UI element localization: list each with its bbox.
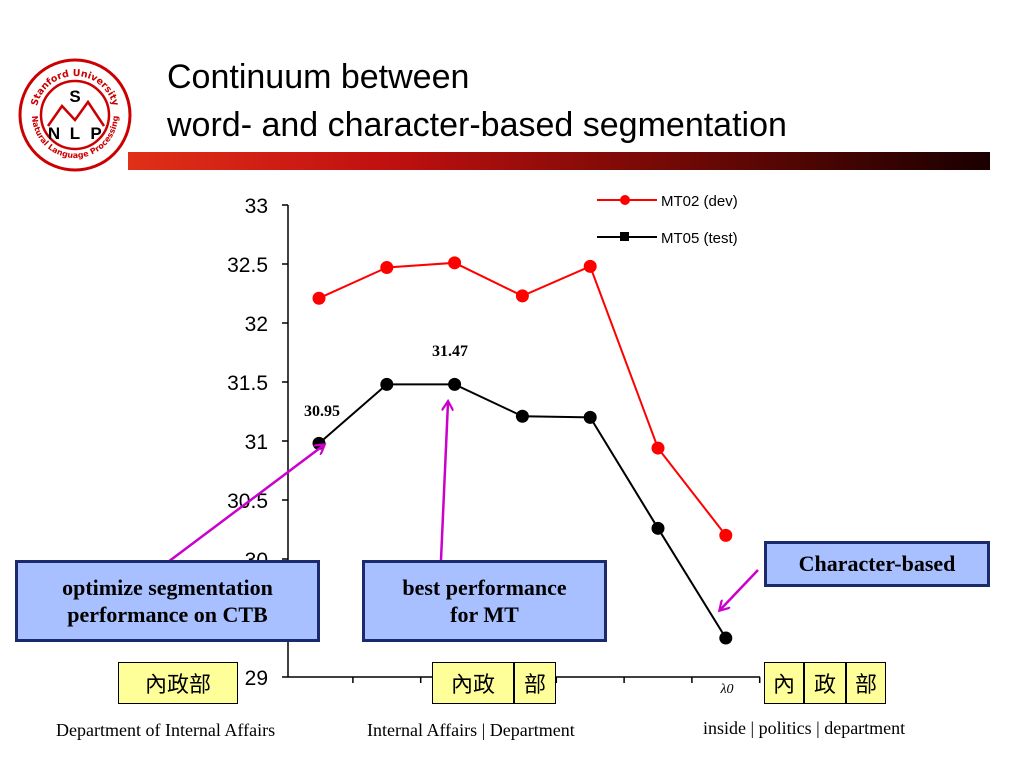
title-underline-bar <box>128 152 990 170</box>
segment-mixed-part-1: 內政 <box>432 662 514 704</box>
data-point-mt02 <box>448 256 462 270</box>
callout-ctb-line-2: performance on CTB <box>67 602 268 627</box>
callout-mt-line-2: for MT <box>450 602 519 627</box>
data-point-mt02 <box>583 259 597 273</box>
x-axis-label: λ0 <box>719 682 733 697</box>
y-tick-label: 32 <box>245 313 268 336</box>
annotation-30-95: 30.95 <box>304 403 340 420</box>
arrow-mt <box>439 402 448 561</box>
logo-letter-n: N <box>48 124 60 143</box>
callout-character-based: Character-based <box>764 541 990 587</box>
y-tick-label: 29 <box>245 667 268 690</box>
callout-best-mt: best performance for MT <box>362 560 607 642</box>
logo-letter-s: S <box>69 87 80 106</box>
data-point-mt05 <box>515 409 529 423</box>
logo-letter-p: P <box>90 124 101 143</box>
arrow-ctb <box>159 445 324 569</box>
data-point-mt05 <box>651 521 665 535</box>
data-point-mt02 <box>719 528 733 542</box>
arrow-character <box>720 569 759 610</box>
data-point-mt02 <box>312 291 326 305</box>
legend-marker-mt05 <box>620 232 629 241</box>
data-point-mt02 <box>651 441 665 455</box>
callout-ctb-line-1: optimize segmentation <box>62 574 273 600</box>
annotation-31-47: 31.47 <box>432 343 468 360</box>
callout-optimize-ctb: optimize segmentation performance on CTB <box>15 560 320 642</box>
caption-word: Department of Internal Affairs <box>56 720 276 740</box>
segment-mixed-part-2: 部 <box>514 662 556 704</box>
callout-mt-line-1: best performance <box>402 574 567 600</box>
data-point-mt05 <box>448 377 462 391</box>
segment-word-whole: 內政部 <box>118 662 238 704</box>
series-line-mt02 <box>318 261 727 537</box>
legend-label-mt05: MT05 (test) <box>661 230 738 247</box>
logo-letter-l: L <box>70 124 80 143</box>
caption-mixed: Internal Affairs | Department <box>367 720 575 740</box>
y-tick-label: 33 <box>245 195 268 218</box>
y-tick-label: 31 <box>245 431 268 454</box>
slide-title-line-1: Continuum between <box>167 58 470 96</box>
data-point-mt02 <box>515 289 529 303</box>
data-point-mt05 <box>719 631 733 645</box>
segment-char-2: 政 <box>804 662 846 704</box>
slide-title-line-2: word- and character-based segmentation <box>167 106 787 144</box>
segment-char-3: 部 <box>846 662 886 704</box>
y-tick-label: 31.5 <box>227 372 268 395</box>
data-point-mt05 <box>380 377 394 391</box>
data-point-mt02 <box>380 261 394 275</box>
caption-char: inside | politics | department <box>703 718 906 738</box>
legend-marker-mt02 <box>620 195 630 205</box>
segment-char-1: 內 <box>764 662 804 704</box>
stanford-nlp-logo: Stanford University Natural Language Pro… <box>18 58 132 172</box>
data-point-mt05 <box>583 410 597 424</box>
y-tick-label: 32.5 <box>227 254 268 277</box>
legend-label-mt02: MT02 (dev) <box>661 193 738 210</box>
